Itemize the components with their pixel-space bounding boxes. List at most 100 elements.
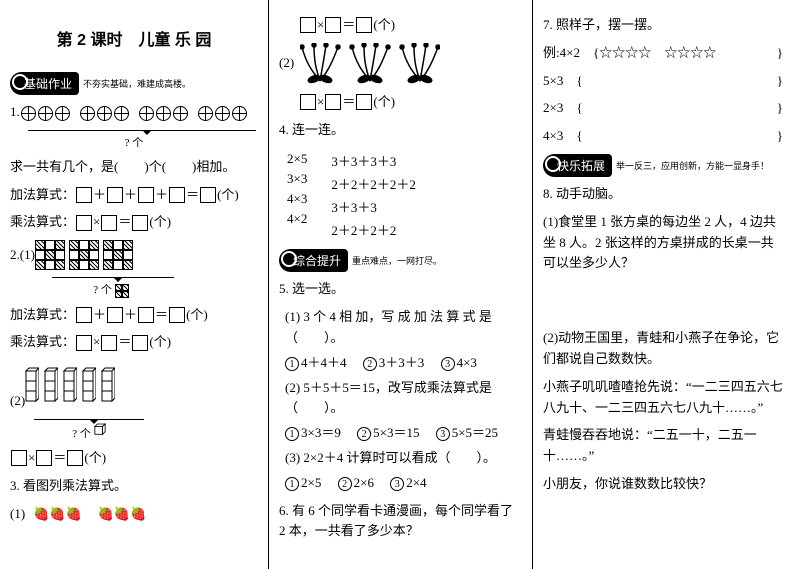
answer-box[interactable] xyxy=(107,187,123,203)
cube-stack-icon xyxy=(44,360,58,412)
answer-box[interactable] xyxy=(67,450,83,466)
grid-icon xyxy=(35,240,65,270)
q7-row[interactable]: 2×3 {} xyxy=(543,98,783,119)
conn-item[interactable]: 3＋3＋3 xyxy=(331,197,416,216)
q8-stem: 8. 动手动脑。 xyxy=(543,184,783,205)
q8-p1: (1)食堂里 1 张方桌的每边坐 2 人，4 边共坐 8 人。2 张这样的方桌拼… xyxy=(543,212,783,274)
answer-box[interactable] xyxy=(11,450,27,466)
column-3: 7. 照样子，摆一摆。 例:4×2 {☆☆☆☆ ☆☆☆☆ } 5×3 {} 2×… xyxy=(532,0,793,569)
basketball-icon xyxy=(198,106,213,121)
choice-marker-icon[interactable]: 2 xyxy=(363,357,377,371)
basketball-icon xyxy=(173,106,188,121)
q7-row[interactable]: 4×3 {} xyxy=(543,126,783,147)
choice: 4×3 xyxy=(457,355,477,370)
choice-marker-icon[interactable]: 2 xyxy=(338,477,352,491)
answer-box[interactable] xyxy=(107,307,123,323)
answer-box[interactable] xyxy=(76,187,92,203)
badge-basic-tag: 不夯实基础，难建成高楼。 xyxy=(83,77,191,90)
answer-box[interactable] xyxy=(138,307,154,323)
q4-table[interactable]: 2×5 3×3 4×3 4×2 3＋3＋3＋3 2＋2＋2＋2＋2 3＋3＋3 … xyxy=(287,147,522,243)
q1-add: 加法算式： ＋＋＋＝(个) xyxy=(10,185,258,206)
badge-fun: 快乐拓展 举一反三，应用创新，方能一显身手！ xyxy=(543,154,783,177)
choice-marker-icon[interactable]: 1 xyxy=(285,477,299,491)
choice-marker-icon[interactable]: 1 xyxy=(285,357,299,371)
add-label: 加法算式： xyxy=(10,185,75,206)
answer-box[interactable] xyxy=(325,94,341,110)
strawberries-icon: 🍓🍓🍓 xyxy=(33,504,82,525)
choice-marker-icon[interactable]: 3 xyxy=(390,477,404,491)
basketball-icon xyxy=(97,106,112,121)
q1-mul-tail: (个) xyxy=(149,212,171,233)
q1-add-tail: (个) xyxy=(217,185,239,206)
q3-sub1: (1) xyxy=(10,504,25,525)
q7-row[interactable]: 5×3 {} xyxy=(543,71,783,92)
conn-item[interactable]: 3×3 xyxy=(287,171,307,187)
q2-2-eq: ×＝(个) xyxy=(10,448,258,469)
answer-box[interactable] xyxy=(132,215,148,231)
answer-box[interactable] xyxy=(325,17,341,33)
basketball-icon xyxy=(80,106,95,121)
grid-icon xyxy=(103,240,133,270)
answer-box[interactable] xyxy=(300,17,316,33)
answer-box[interactable] xyxy=(300,94,316,110)
cube-stack-icon xyxy=(82,360,96,412)
answer-box[interactable] xyxy=(169,307,185,323)
q8-p2b: 小燕子叽叽喳喳抢先说：“一二三四五六七八九十、一二三四五六七八九十……。” xyxy=(543,377,783,419)
answer-box[interactable] xyxy=(76,215,92,231)
conn-item[interactable]: 2×5 xyxy=(287,151,307,167)
answer-box[interactable] xyxy=(36,450,52,466)
choice-marker-icon[interactable]: 3 xyxy=(436,427,450,441)
q2-2-brace-label: ? 个 xyxy=(34,423,144,441)
conn-item[interactable]: 2＋2＋2＋2 xyxy=(331,220,416,239)
ball-group-3 xyxy=(138,102,189,123)
choice: 4＋4＋4 xyxy=(301,355,347,370)
choice: 2×4 xyxy=(406,475,426,490)
answer-space[interactable] xyxy=(543,281,783,321)
brace-icon xyxy=(34,419,144,420)
ball-group-1 xyxy=(20,102,71,123)
conn-item[interactable]: 4×2 xyxy=(287,211,307,227)
answer-box[interactable] xyxy=(356,94,372,110)
answer-box[interactable] xyxy=(138,187,154,203)
tail: (个) xyxy=(149,332,171,353)
q5-c2: 13×3＝9 25×3＝15 35×5＝25 xyxy=(285,423,522,444)
blank-paren[interactable] xyxy=(118,157,144,178)
q7-lhs: 4×3 { xyxy=(543,126,583,147)
q1-mul: 乘法算式： ×＝(个) xyxy=(10,212,258,233)
tail: (个) xyxy=(373,15,395,36)
answer-box[interactable] xyxy=(356,17,372,33)
choice: 5×3＝15 xyxy=(373,425,419,440)
choice-marker-icon[interactable]: 3 xyxy=(441,357,455,371)
lesson-title: 第 2 课时 儿童 乐 园 xyxy=(10,26,258,50)
badge-comp: 综合提升 重点难点，一网打尽。 xyxy=(279,249,522,272)
answer-box[interactable] xyxy=(76,307,92,323)
q7-rhs: } xyxy=(777,71,783,92)
cube-stack-icon xyxy=(63,360,77,412)
mini-cube-icon xyxy=(94,423,106,437)
conn-item[interactable]: 3＋3＋3＋3 xyxy=(331,151,416,170)
q3-stem: 3. 看图列乘法算式。 xyxy=(10,476,258,497)
choice-marker-icon[interactable]: 2 xyxy=(357,427,371,441)
badge-fun-label: 快乐拓展 xyxy=(543,154,612,177)
flowers-icon xyxy=(300,43,440,85)
answer-box[interactable] xyxy=(101,335,117,351)
answer-box[interactable] xyxy=(132,335,148,351)
answer-box[interactable] xyxy=(101,215,117,231)
blank-paren[interactable] xyxy=(166,157,192,178)
answer-box[interactable] xyxy=(76,335,92,351)
q7-rhs: } xyxy=(777,98,783,119)
q2-2-figure: (2) xyxy=(10,360,258,412)
grid-icon xyxy=(69,240,99,270)
q5-stem: 5. 选一选。 xyxy=(279,279,522,300)
conn-item[interactable]: 4×3 xyxy=(287,191,307,207)
answer-box[interactable] xyxy=(169,187,185,203)
q1-figure: 1. xyxy=(10,102,258,123)
answer-box[interactable] xyxy=(200,187,216,203)
q1-text-b: )个( xyxy=(144,157,166,178)
q1-text-c: )相加。 xyxy=(192,157,235,178)
badge-basic: 基础作业 不夯实基础，难建成高楼。 xyxy=(10,72,258,95)
conn-item[interactable]: 2＋2＋2＋2＋2 xyxy=(331,174,416,193)
q4-left: 2×5 3×3 4×3 4×2 xyxy=(287,147,307,243)
choice-marker-icon[interactable]: 1 xyxy=(285,427,299,441)
choice: 2×5 xyxy=(301,475,321,490)
